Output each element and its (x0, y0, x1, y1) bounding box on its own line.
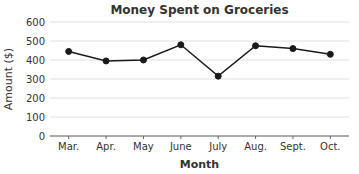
y-tick-label: 200 (26, 93, 45, 104)
line (69, 45, 331, 76)
x-tick (218, 136, 219, 139)
x-tick (143, 136, 144, 139)
series (66, 42, 334, 79)
x-tick-label: Sept. (280, 141, 306, 152)
x-tick-label: July (208, 141, 227, 152)
grid-line (50, 22, 349, 23)
point (290, 46, 296, 52)
x-tick (292, 136, 293, 139)
point (215, 73, 221, 79)
point (327, 51, 333, 57)
chart-container: Money Spent on Groceries 0 100 200 300 400 500… (0, 0, 359, 174)
point (140, 57, 146, 63)
y-tick-label: 100 (26, 112, 45, 123)
x-tick-label: Oct. (320, 141, 340, 152)
point (103, 58, 109, 64)
x-tick-label: June (169, 141, 192, 152)
x-axis-line (50, 136, 349, 137)
y-tick-label: 300 (26, 74, 45, 85)
title: Money Spent on Groceries (110, 3, 288, 17)
y-grid (50, 22, 349, 136)
point (178, 42, 184, 48)
point (253, 43, 259, 49)
grid-line (50, 79, 349, 80)
grid-line (50, 117, 349, 118)
x-tick (180, 136, 181, 139)
grid-line (50, 136, 349, 137)
point (66, 48, 72, 54)
y-tick-label: 0 (39, 131, 45, 142)
x-tick-label: Aug. (244, 141, 267, 152)
x-tick (330, 136, 331, 139)
x-axis-label: Month (180, 158, 219, 171)
x-tick-label: May (133, 141, 154, 152)
y-tick-label: 500 (26, 36, 45, 47)
y-axis-label: Amount ($) (2, 48, 15, 110)
x-tick (106, 136, 107, 139)
y-tick-label: 400 (26, 55, 45, 66)
x-tick-label: Mar. (58, 141, 79, 152)
grid-line (50, 98, 349, 99)
grid-line (50, 41, 349, 42)
x-tick (255, 136, 256, 139)
y-tick-label: 600 (26, 17, 45, 28)
x-tick (68, 136, 69, 139)
x-tick-label: Apr. (96, 141, 116, 152)
chart: Money Spent on Groceries 0 100 200 300 400 500… (0, 0, 359, 174)
